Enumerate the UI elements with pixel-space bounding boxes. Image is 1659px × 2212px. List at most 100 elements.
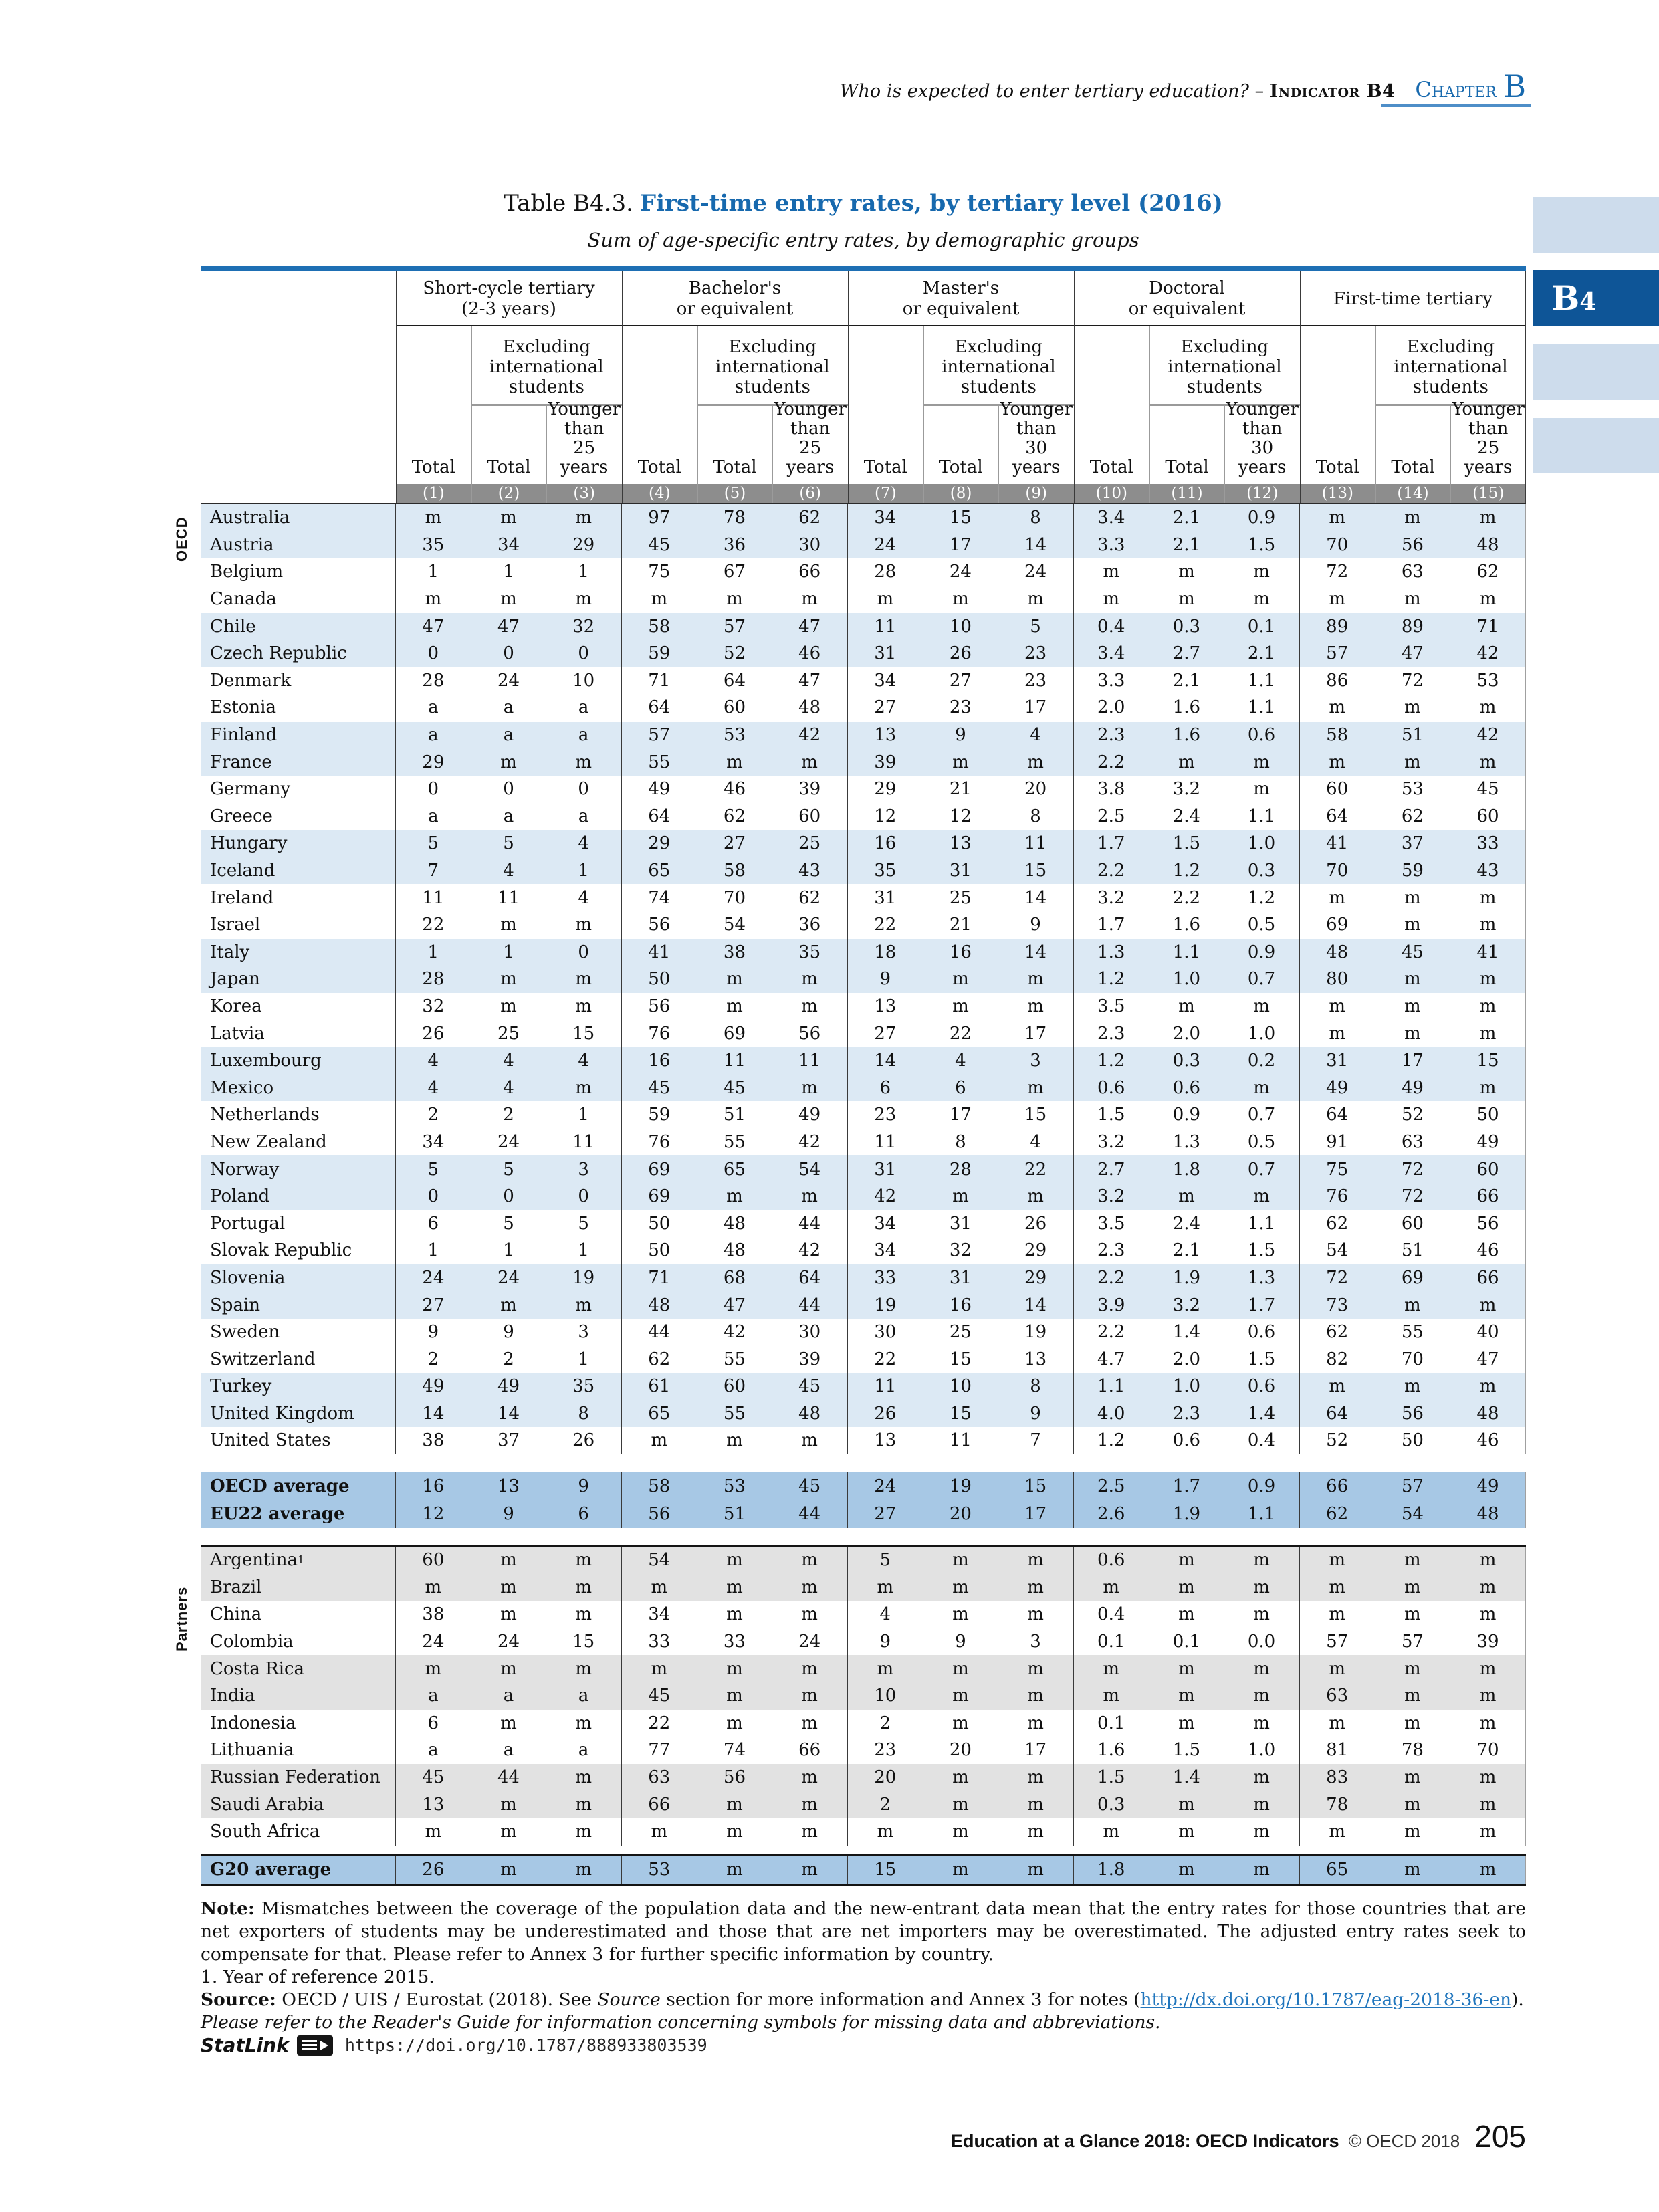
value-cell: 65 xyxy=(621,1400,697,1428)
value-cell: 80 xyxy=(1299,966,1375,993)
value-cell: 64 xyxy=(1300,802,1375,831)
value-cell: m xyxy=(697,992,773,1020)
value-cell: a xyxy=(396,721,471,749)
value-cell: 2 xyxy=(847,1791,923,1818)
value-cell: m xyxy=(697,1182,773,1210)
value-cell: 28 xyxy=(396,966,471,993)
value-cell: m xyxy=(1450,1682,1526,1710)
source-link[interactable]: http://dx.doi.org/10.1787/eag-2018-36-en xyxy=(1140,1989,1512,2010)
column-number: (10) xyxy=(1095,485,1127,502)
partner-rows-section: Argentina 1 60 m m 54 m m 5 m m 0.6 m m m m m Brazil m m m m m… xyxy=(201,1545,1526,1846)
value-cell: 76 xyxy=(622,1128,697,1156)
value-cell: 2.7 xyxy=(1149,639,1225,667)
header-rule xyxy=(396,325,1527,326)
running-head: Who is expected to enter tertiary educat… xyxy=(840,68,1526,104)
value-cell: 64 xyxy=(622,694,697,722)
row-label: South Africa xyxy=(201,1817,396,1846)
value-cell: 24 xyxy=(396,1264,471,1292)
value-cell: 1 xyxy=(546,1237,622,1264)
value-cell: 6 xyxy=(546,1500,622,1528)
value-cell: 29 xyxy=(621,830,697,857)
value-cell: m xyxy=(396,1573,471,1601)
value-cell: 24 xyxy=(772,1628,848,1656)
value-cell: 8 xyxy=(998,802,1074,831)
value-cell: m xyxy=(697,1856,773,1884)
value-cell: 39 xyxy=(1450,1628,1526,1656)
value-cell: 58 xyxy=(697,857,773,885)
value-cell: m xyxy=(1375,1763,1451,1791)
value-cell: 2.1 xyxy=(1149,531,1225,559)
statlink-icon xyxy=(296,2035,333,2056)
value-cell: 24 xyxy=(471,1264,547,1292)
value-cell: 56 xyxy=(1375,1400,1451,1428)
value-cell: 67 xyxy=(697,558,773,586)
value-cell: m xyxy=(1149,1655,1225,1682)
value-cell: m xyxy=(772,1856,848,1884)
value-cell: 21 xyxy=(923,911,999,939)
value-cell: m xyxy=(471,1573,547,1601)
value-cell: 1.7 xyxy=(1149,1472,1225,1501)
value-cell: 15 xyxy=(923,1345,999,1373)
value-cell: 1.6 xyxy=(1149,721,1225,749)
value-cell: m xyxy=(1450,911,1526,939)
row-label: Korea xyxy=(201,992,396,1020)
value-cell: m xyxy=(998,966,1074,993)
column-number: (2) xyxy=(497,485,520,502)
value-cell: 1.2 xyxy=(1074,1427,1149,1454)
value-cell: 0.7 xyxy=(1224,966,1300,993)
value-cell: m xyxy=(697,1427,773,1454)
value-cell: 32 xyxy=(546,613,622,640)
value-cell: 62 xyxy=(1300,1318,1375,1346)
value-cell: 60 xyxy=(697,694,773,722)
value-cell: 24 xyxy=(396,1628,471,1656)
statlink-url[interactable]: https://doi.org/10.1787/888933803539 xyxy=(344,2035,707,2055)
value-cell: 34 xyxy=(622,1601,697,1628)
value-cell: 36 xyxy=(772,911,848,939)
column-subheader: Total xyxy=(411,457,455,477)
value-cell: 4.7 xyxy=(1074,1345,1149,1373)
chapter-word: Chapter xyxy=(1415,77,1497,102)
value-cell: 56 xyxy=(772,1020,848,1047)
value-cell: m xyxy=(1450,966,1526,993)
value-cell: m xyxy=(1224,1791,1300,1818)
value-cell: 36 xyxy=(697,531,773,559)
value-cell: 47 xyxy=(697,1291,773,1319)
value-cell: a xyxy=(471,1737,547,1764)
value-cell: 47 xyxy=(1450,1345,1526,1373)
value-cell: 4 xyxy=(396,1046,471,1075)
value-cell: m xyxy=(1149,1817,1225,1846)
page-footer: Education at a Glance 2018: OECD Indicat… xyxy=(951,2118,1526,2154)
value-cell: m xyxy=(1073,1573,1149,1601)
value-cell: 2.1 xyxy=(1149,1237,1225,1264)
value-cell: 25 xyxy=(923,1318,999,1346)
value-cell: 21 xyxy=(923,775,999,803)
value-cell: 91 xyxy=(1300,1128,1375,1156)
value-cell: 18 xyxy=(847,938,923,966)
value-cell: 57 xyxy=(697,613,773,640)
value-cell: m xyxy=(1450,504,1526,532)
value-cell: 2.1 xyxy=(1224,639,1300,667)
row-label: Denmark xyxy=(201,667,396,695)
value-cell: m xyxy=(546,1291,622,1319)
value-cell: 48 xyxy=(772,694,848,722)
value-cell: 47 xyxy=(1375,639,1451,667)
statlink-line: StatLink https://doi.org/10.1787/8889338… xyxy=(201,2034,1526,2057)
value-cell: 55 xyxy=(621,748,697,776)
value-cell: 1.0 xyxy=(1224,1020,1300,1047)
row-label: Australia xyxy=(201,504,396,532)
value-cell: m xyxy=(923,1182,999,1210)
column-subheader: Total xyxy=(863,457,907,477)
value-cell: 59 xyxy=(1375,857,1451,885)
value-cell: m xyxy=(772,1427,848,1454)
footnotes: Note: Mismatches between the coverage of… xyxy=(201,1898,1526,2057)
value-cell: 0.3 xyxy=(1224,857,1300,885)
value-cell: 76 xyxy=(1299,1182,1375,1210)
value-cell: 22 xyxy=(622,1709,697,1737)
value-cell: m xyxy=(697,1547,773,1574)
section-label-oecd: OECD xyxy=(173,516,190,562)
value-cell: m xyxy=(1149,1182,1225,1210)
value-cell: 10 xyxy=(847,1682,923,1710)
row-label: Colombia xyxy=(201,1628,396,1656)
value-cell: 42 xyxy=(1450,721,1526,749)
